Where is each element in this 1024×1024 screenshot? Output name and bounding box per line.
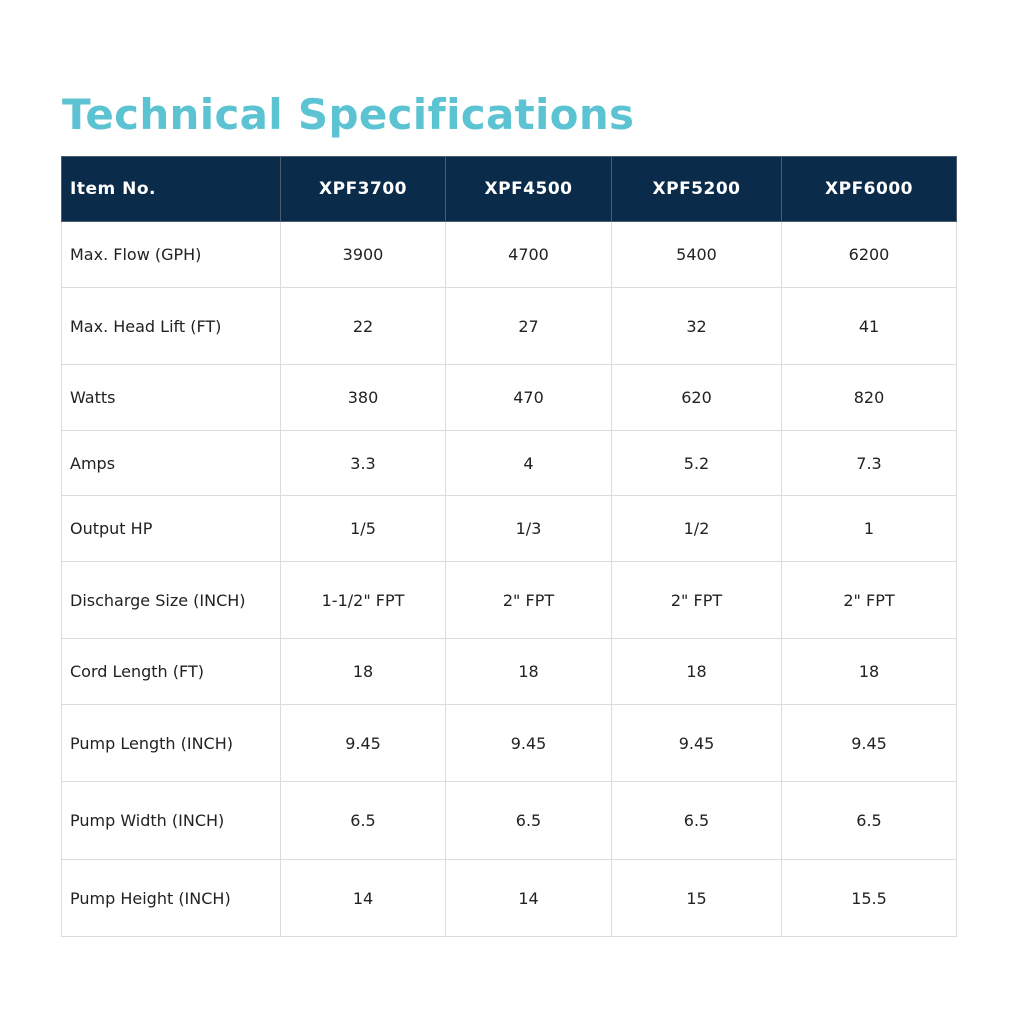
table-row: Amps 3.3 4 5.2 7.3: [61, 430, 957, 496]
table-row: Cord Length (FT) 18 18 18 18: [61, 638, 957, 705]
table-cell: 6.5: [781, 781, 957, 860]
row-label: Cord Length (FT): [61, 638, 281, 705]
table-cell: 6200: [781, 221, 957, 288]
table-cell: 14: [445, 859, 612, 937]
row-label: Pump Height (INCH): [61, 859, 281, 937]
table-row: Pump Height (INCH) 14 14 15 15.5: [61, 859, 957, 937]
table-cell: 27: [445, 287, 612, 365]
row-label: Max. Head Lift (FT): [61, 287, 281, 365]
table-cell: 15: [611, 859, 782, 937]
table-row: Max. Flow (GPH) 3900 4700 5400 6200: [61, 221, 957, 288]
table-cell: 14: [280, 859, 446, 937]
table-cell: 2" FPT: [445, 561, 612, 639]
table-cell: 5.2: [611, 430, 782, 496]
table-cell: 1/3: [445, 495, 612, 562]
table-row: Output HP 1/5 1/3 1/2 1: [61, 495, 957, 562]
table-cell: 32: [611, 287, 782, 365]
table-cell: 2" FPT: [611, 561, 782, 639]
table-cell: 18: [781, 638, 957, 705]
header-cell: XPF5200: [611, 156, 782, 222]
table-row: Pump Length (INCH) 9.45 9.45 9.45 9.45: [61, 704, 957, 782]
table-row: Max. Head Lift (FT) 22 27 32 41: [61, 287, 957, 365]
table-cell: 380: [280, 364, 446, 431]
row-label: Output HP: [61, 495, 281, 562]
header-row: Item No. XPF3700 XPF4500 XPF5200 XPF6000: [61, 156, 957, 222]
table-row: Pump Width (INCH) 6.5 6.5 6.5 6.5: [61, 781, 957, 860]
spec-table: Item No. XPF3700 XPF4500 XPF5200 XPF6000 Max…: [61, 156, 957, 937]
table-cell: 9.45: [781, 704, 957, 782]
table-cell: 3.3: [280, 430, 446, 496]
header-cell: XPF3700: [280, 156, 446, 222]
table-cell: 18: [280, 638, 446, 705]
table-cell: 6.5: [611, 781, 782, 860]
row-label: Pump Width (INCH): [61, 781, 281, 860]
header-cell: Item No.: [61, 156, 281, 222]
table-cell: 4700: [445, 221, 612, 288]
table-cell: 4: [445, 430, 612, 496]
row-label: Watts: [61, 364, 281, 431]
table-cell: 18: [611, 638, 782, 705]
table-cell: 5400: [611, 221, 782, 288]
table-row: Watts 380 470 620 820: [61, 364, 957, 431]
table-cell: 15.5: [781, 859, 957, 937]
table-cell: 18: [445, 638, 612, 705]
table-cell: 9.45: [445, 704, 612, 782]
table-cell: 1/5: [280, 495, 446, 562]
table-row: Discharge Size (INCH) 1-1/2" FPT 2" FPT 2" …: [61, 561, 957, 639]
row-label: Pump Length (INCH): [61, 704, 281, 782]
row-label: Discharge Size (INCH): [61, 561, 281, 639]
header-cell: XPF4500: [445, 156, 612, 222]
table-cell: 1-1/2" FPT: [280, 561, 446, 639]
table-body: Max. Flow (GPH) 3900 4700 5400 6200 Max. Head…: [61, 221, 957, 937]
header-cell: XPF6000: [781, 156, 957, 222]
table-cell: 41: [781, 287, 957, 365]
table-cell: 7.3: [781, 430, 957, 496]
table-cell: 3900: [280, 221, 446, 288]
table-cell: 6.5: [445, 781, 612, 860]
table-cell: 6.5: [280, 781, 446, 860]
table-cell: 22: [280, 287, 446, 365]
table-cell: 9.45: [280, 704, 446, 782]
table-cell: 2" FPT: [781, 561, 957, 639]
table-cell: 9.45: [611, 704, 782, 782]
table-cell: 820: [781, 364, 957, 431]
table-cell: 620: [611, 364, 782, 431]
page-title: Technical Specifications: [62, 90, 635, 139]
row-label: Amps: [61, 430, 281, 496]
table-cell: 1: [781, 495, 957, 562]
row-label: Max. Flow (GPH): [61, 221, 281, 288]
table-cell: 1/2: [611, 495, 782, 562]
table-cell: 470: [445, 364, 612, 431]
